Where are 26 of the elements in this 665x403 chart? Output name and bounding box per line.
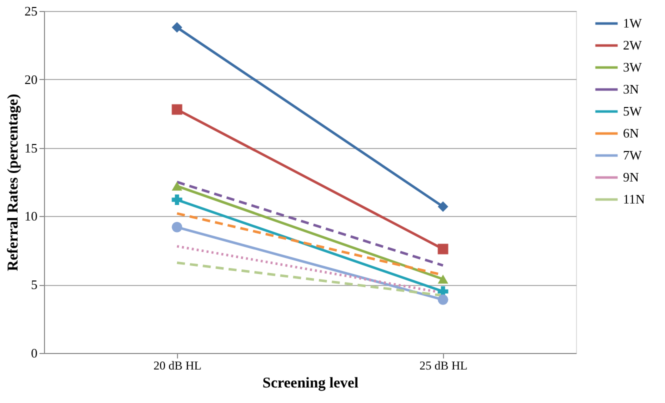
point <box>438 201 448 212</box>
legend-label: 11N <box>623 192 646 206</box>
point <box>438 294 448 305</box>
legend-label: 9N <box>623 170 640 184</box>
legend-label: 1W <box>623 16 642 30</box>
point <box>172 194 182 206</box>
y-axis-title: Referral Rates (percentage) <box>6 94 22 272</box>
legend-label: 2W <box>623 38 642 52</box>
x-axis-title: Screening level <box>262 376 358 392</box>
point <box>172 22 182 33</box>
legend-label: 5W <box>623 104 642 118</box>
y-tick-label: 25 <box>24 4 38 18</box>
point <box>438 244 448 254</box>
x-tick-label: 20 dB HL <box>154 358 202 372</box>
y-tick-label: 5 <box>31 277 38 292</box>
y-tick-label: 15 <box>24 140 38 156</box>
legend-label: 3N <box>623 82 640 96</box>
legend-label: 3W <box>623 60 642 74</box>
legend-label: 7W <box>623 148 642 162</box>
y-tick-label: 0 <box>31 346 38 360</box>
point <box>172 104 182 115</box>
legend-label: 6N <box>623 126 640 140</box>
y-tick-label: 20 <box>24 72 38 87</box>
y-tick-label: 10 <box>24 208 38 224</box>
point <box>172 222 182 232</box>
x-tick-label: 25 dB HL <box>420 358 468 372</box>
